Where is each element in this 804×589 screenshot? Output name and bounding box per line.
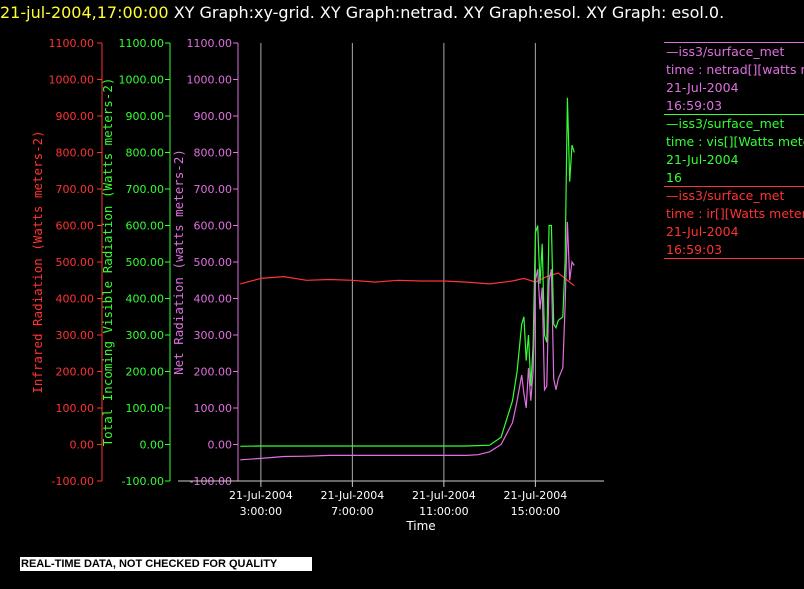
legend-sep-ir bbox=[664, 186, 804, 187]
y-tick-label-1-2: 100.00 bbox=[126, 402, 165, 415]
x-tick-date-1: 21-Jul-2004 bbox=[320, 489, 384, 502]
x-tick-date-2: 21-Jul-2004 bbox=[412, 489, 476, 502]
y-tick-label-2-8: 700.00 bbox=[194, 183, 233, 196]
y-tick-label-2-6: 500.00 bbox=[194, 256, 233, 269]
y-tick-label-2-1: 0.00 bbox=[208, 439, 233, 452]
y-tick-label-1-10: 900.00 bbox=[126, 110, 165, 123]
x-tick-date-3: 21-Jul-2004 bbox=[503, 489, 567, 502]
y-tick-label-2-4: 300.00 bbox=[194, 329, 233, 342]
y-tick-label-2-11: 1000.00 bbox=[187, 74, 233, 87]
legend-ir-line3: 21-Jul-2004 bbox=[666, 224, 739, 239]
y-tick-label-1-11: 1000.00 bbox=[119, 74, 165, 87]
y-tick-label-0-12: 1100.00 bbox=[49, 37, 95, 50]
y-tick-label-0-4: 300.00 bbox=[56, 329, 95, 342]
y-axis-title-1: Total Incoming Visible Radiation (Watts … bbox=[100, 78, 115, 447]
x-axis-label: Time bbox=[405, 519, 435, 533]
legend-ir-line2: time : ir[][Watts meters bbox=[666, 206, 804, 221]
x-tick-time-1: 7:00:00 bbox=[331, 505, 373, 518]
y-tick-label-0-3: 200.00 bbox=[56, 366, 95, 379]
y-tick-label-0-2: 100.00 bbox=[56, 402, 95, 415]
legend-sep-netrad bbox=[664, 42, 804, 43]
y-tick-label-2-2: 100.00 bbox=[194, 402, 233, 415]
legend-vis-line4: 16 bbox=[666, 170, 682, 185]
legend-netrad-line3: 21-Jul-2004 bbox=[666, 80, 739, 95]
series-line-0 bbox=[240, 272, 575, 287]
y-tick-label-0-6: 500.00 bbox=[56, 256, 95, 269]
legend-netrad-line2: time : netrad[][watts me bbox=[666, 62, 804, 77]
legend-vis-line1: —iss3/surface_met bbox=[666, 116, 785, 131]
y-tick-label-2-5: 400.00 bbox=[194, 293, 233, 306]
x-tick-time-3: 15:00:00 bbox=[511, 505, 560, 518]
y-tick-label-0-10: 900.00 bbox=[56, 110, 95, 123]
y-tick-label-1-6: 500.00 bbox=[126, 256, 165, 269]
y-tick-label-0-7: 600.00 bbox=[56, 220, 95, 233]
y-tick-label-1-7: 600.00 bbox=[126, 220, 165, 233]
y-tick-label-1-1: 0.00 bbox=[140, 439, 165, 452]
series-line-2 bbox=[240, 221, 575, 461]
y-tick-label-2-3: 200.00 bbox=[194, 366, 233, 379]
y-tick-label-0-11: 1000.00 bbox=[49, 74, 95, 87]
legend-netrad-line4: 16:59:03 bbox=[666, 98, 723, 113]
quality-disclaimer: REAL-TIME DATA, NOT CHECKED FOR QUALITY bbox=[20, 557, 312, 571]
y-tick-label-0-0: -100.00 bbox=[52, 475, 94, 488]
y-tick-label-2-9: 800.00 bbox=[194, 147, 233, 160]
legend-netrad-line1: —iss3/surface_met bbox=[666, 44, 785, 59]
y-axis-title-2: Net Radiation (watts meters-2) bbox=[171, 149, 186, 375]
title-timestamp: 21-jul-2004,17:00:00 bbox=[0, 3, 169, 22]
legend-sep-vis bbox=[664, 114, 804, 115]
x-tick-date-0: 21-Jul-2004 bbox=[229, 489, 293, 502]
y-tick-label-1-5: 400.00 bbox=[126, 293, 165, 306]
y-tick-label-2-10: 900.00 bbox=[194, 110, 233, 123]
chart-title: 21-jul-2004,17:00:00 XY Graph:xy-grid. X… bbox=[0, 2, 804, 24]
y-tick-label-2-7: 600.00 bbox=[194, 220, 233, 233]
y-tick-label-1-12: 1100.00 bbox=[119, 37, 165, 50]
y-tick-label-1-3: 200.00 bbox=[126, 366, 165, 379]
y-tick-label-1-0: -100.00 bbox=[122, 475, 164, 488]
series-line-1 bbox=[240, 97, 575, 447]
y-tick-label-0-9: 800.00 bbox=[56, 147, 95, 160]
legend-ir-line4: 16:59:03 bbox=[666, 242, 723, 257]
x-tick-time-2: 11:00:00 bbox=[419, 505, 468, 518]
y-tick-label-1-4: 300.00 bbox=[126, 329, 165, 342]
x-tick-time-0: 3:00:00 bbox=[240, 505, 282, 518]
legend-vis-line2: time : vis[][Watts meter bbox=[666, 134, 804, 149]
y-tick-label-2-12: 1100.00 bbox=[187, 37, 233, 50]
legend-sep-end bbox=[664, 258, 804, 259]
legend-vis-line3: 21-Jul-2004 bbox=[666, 152, 739, 167]
legend-ir-line1: —iss3/surface_met bbox=[666, 188, 785, 203]
y-tick-label-0-5: 400.00 bbox=[56, 293, 95, 306]
y-tick-label-0-1: 0.00 bbox=[70, 439, 95, 452]
title-text: XY Graph:xy-grid. XY Graph:netrad. XY Gr… bbox=[168, 3, 725, 22]
y-tick-label-1-9: 800.00 bbox=[126, 147, 165, 160]
y-tick-label-1-8: 700.00 bbox=[126, 183, 165, 196]
y-axis-title-0: Infrared Radiation (Watts meters-2) bbox=[30, 130, 45, 393]
y-tick-label-0-8: 700.00 bbox=[56, 183, 95, 196]
